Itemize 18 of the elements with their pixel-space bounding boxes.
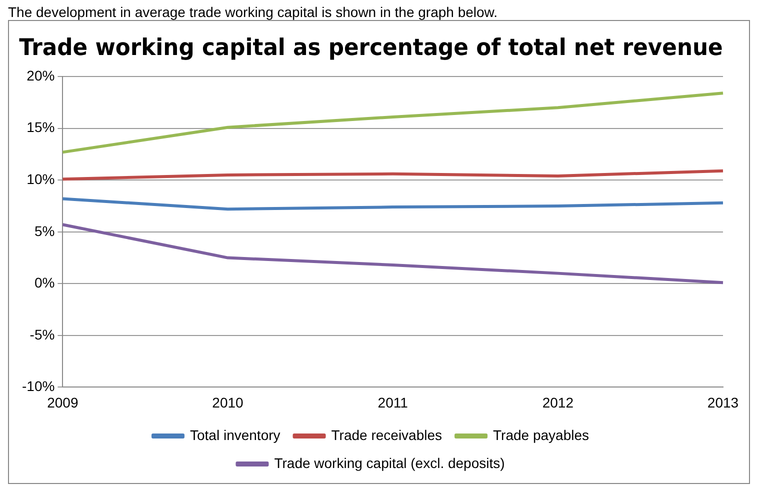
x-tick-label: 2011 <box>378 394 408 410</box>
y-tick-label: -5% <box>30 326 55 342</box>
x-tick-label: 2009 <box>47 394 78 410</box>
x-tick-label: 2012 <box>542 394 574 410</box>
legend-label: Trade payables <box>493 426 590 443</box>
y-tick-label: -10% <box>22 378 55 394</box>
legend-label: Trade working capital (excl. deposits) <box>274 454 505 471</box>
y-tick-label: 10% <box>26 170 55 187</box>
legend-label: Total inventory <box>190 426 280 443</box>
y-tick-label: 20% <box>26 67 55 84</box>
legend-label: Trade receivables <box>331 426 442 443</box>
x-tick-label: 2010 <box>212 394 244 410</box>
chart-title: Trade working capital as percentage of total net revenue <box>19 34 723 61</box>
x-tick-label: 2013 <box>707 394 739 410</box>
y-tick-label: 0% <box>34 274 55 291</box>
text: The development in average trade working capital is shown in the graph below. <box>8 4 499 20</box>
y-tick-label: 5% <box>34 222 55 239</box>
y-tick-label: 15% <box>26 119 55 136</box>
